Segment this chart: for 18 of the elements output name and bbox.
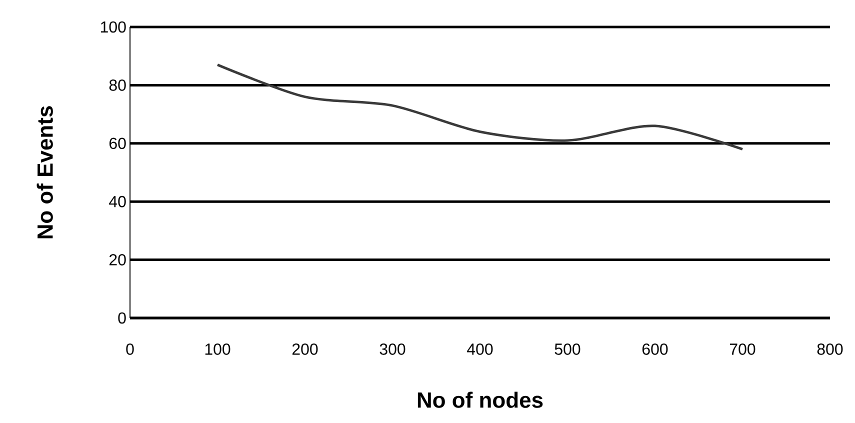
- x-tick-label: 400: [467, 344, 493, 355]
- y-tick-label: 20: [109, 254, 126, 266]
- x-tick-label: 0: [126, 344, 134, 355]
- y-tick-label: 40: [109, 196, 126, 208]
- x-tick-label: 700: [730, 344, 756, 355]
- y-tick-label: 60: [109, 138, 126, 150]
- y-tick-label: 100: [101, 21, 126, 33]
- y-tick-label: 0: [118, 312, 126, 324]
- x-tick-label: 600: [642, 344, 668, 355]
- x-tick-label: 800: [817, 344, 843, 355]
- x-tick-label: 300: [380, 344, 406, 355]
- line-series: [216, 64, 744, 150]
- x-tick-label: 200: [292, 344, 318, 355]
- x-tick-label: 500: [554, 344, 580, 355]
- x-axis-title: No of nodes: [418, 392, 543, 408]
- y-tick-label: 80: [109, 80, 126, 91]
- x-tick-label: 100: [205, 344, 230, 355]
- y-axis-title: No of Events: [36, 106, 53, 238]
